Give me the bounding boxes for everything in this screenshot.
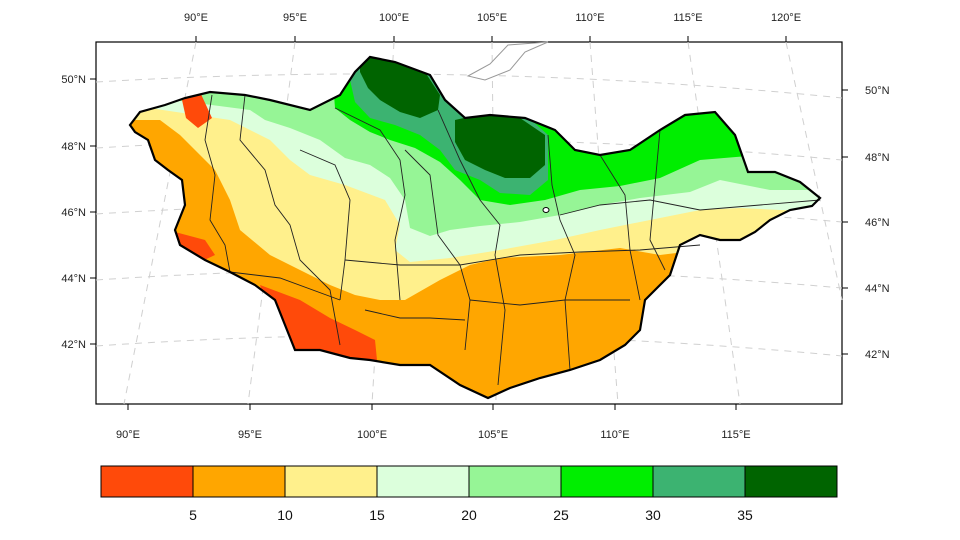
colorbar-box <box>284 465 378 498</box>
province-boundaries <box>204 94 821 386</box>
colorbar-labels: 5 10 15 20 25 30 35 <box>189 507 753 523</box>
right-lat-label: 42°N <box>865 349 890 361</box>
colorbar-label: 30 <box>645 507 661 523</box>
bottom-lon-label: 90°E <box>116 429 140 441</box>
colorbar-label: 15 <box>369 507 385 523</box>
colorbar-label: 10 <box>277 507 293 523</box>
colorbar-label: 35 <box>737 507 753 523</box>
right-lat-label: 50°N <box>865 85 890 97</box>
colorbar-box <box>468 465 562 498</box>
colorbar-box <box>560 465 654 498</box>
top-lon-label: 110°E <box>575 12 604 24</box>
colorbar-box <box>100 465 194 498</box>
right-lat-label: 44°N <box>865 283 890 295</box>
colorbar-label: 5 <box>189 507 197 523</box>
left-lat-label: 48°N <box>61 141 86 153</box>
bottom-lon-label: 115°E <box>721 429 750 441</box>
band-gt35-khuvsgul <box>455 112 545 178</box>
bottom-lon-label: 110°E <box>600 429 629 441</box>
bottom-lon-label: 95°E <box>238 429 262 441</box>
left-lat-label: 42°N <box>61 339 86 351</box>
lake-marker <box>542 207 550 213</box>
top-lon-label: 100°E <box>379 12 409 24</box>
top-lon-label: 95°E <box>283 12 307 24</box>
left-lat-label: 46°N <box>61 207 86 219</box>
left-lat-label: 44°N <box>61 273 86 285</box>
top-lon-label: 115°E <box>673 12 702 24</box>
colorbar-label: 25 <box>553 507 569 523</box>
bottom-longitude-labels: 90°E 95°E 100°E 105°E 110°E 115°E <box>116 429 751 441</box>
colorbar-box <box>744 465 838 498</box>
left-latitude-labels: 50°N 48°N 46°N 44°N 42°N <box>61 74 86 351</box>
colorbar-label: 20 <box>461 507 477 523</box>
bottom-lon-label: 100°E <box>357 429 387 441</box>
top-longitude-labels: 90°E 95°E 100°E 105°E 110°E 115°E 120°E <box>184 12 801 24</box>
right-latitude-labels: 50°N 48°N 46°N 44°N 42°N <box>865 85 890 361</box>
right-lat-label: 46°N <box>865 217 890 229</box>
left-lat-label: 50°N <box>61 74 86 86</box>
bottom-lon-label: 105°E <box>478 429 508 441</box>
top-lon-label: 120°E <box>771 12 801 24</box>
colorbar-box <box>192 465 286 498</box>
colorbar-box <box>652 465 746 498</box>
right-lat-label: 48°N <box>865 152 890 164</box>
axis-ticks <box>90 36 848 410</box>
colorbar-boxes <box>100 465 838 498</box>
top-lon-label: 90°E <box>184 12 208 24</box>
lake-baikal-outline <box>466 41 549 81</box>
band-lt5-southwest <box>260 285 378 370</box>
colorbar: 5 10 15 20 25 30 35 <box>100 465 838 523</box>
top-lon-label: 105°E <box>477 12 507 24</box>
colorbar-box <box>376 465 470 498</box>
band-lt5-northwest <box>182 92 212 128</box>
